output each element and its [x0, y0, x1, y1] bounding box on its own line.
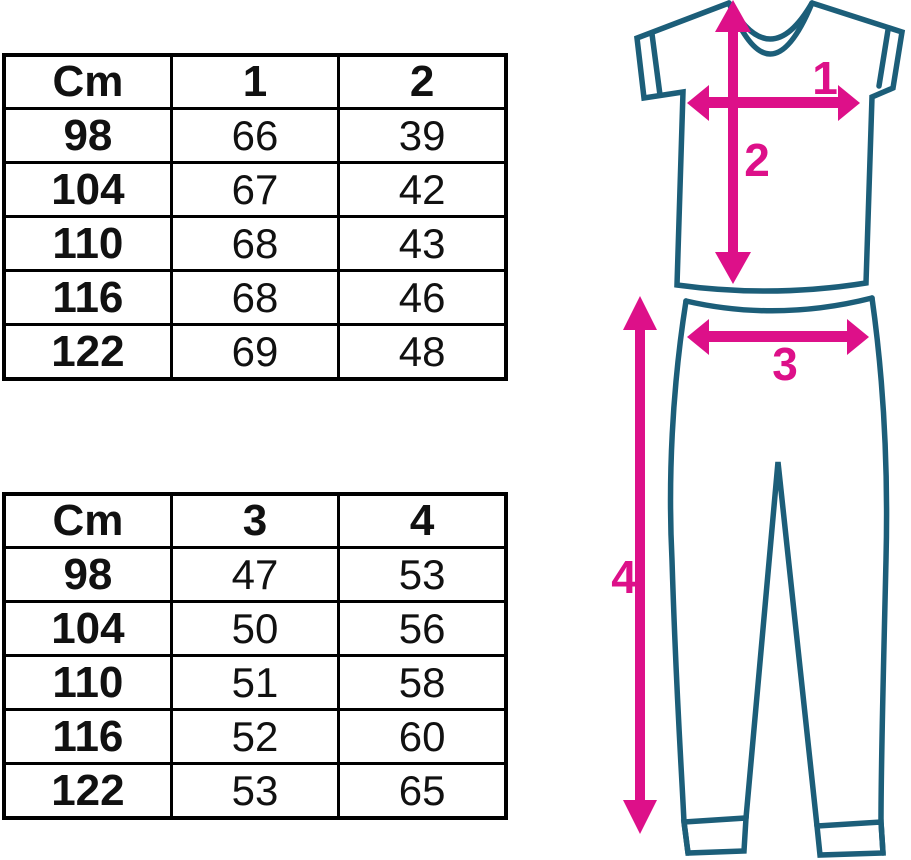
size-cell: 104 — [2, 161, 173, 218]
size-cell: 98 — [2, 107, 173, 164]
value-cell: 39 — [337, 107, 508, 164]
table-header-row: Cm 3 4 — [2, 492, 508, 549]
garment-diagram: 1 2 3 4 — [611, 0, 906, 858]
size-cell: 110 — [2, 654, 173, 711]
shirt-width-label: 1 — [812, 52, 838, 104]
value-cell: 68 — [169, 269, 341, 326]
pants-width-label: 3 — [772, 338, 798, 390]
header-cell-2: 2 — [337, 53, 508, 110]
value-cell: 65 — [337, 762, 508, 820]
table-row: 104 67 42 — [2, 161, 508, 218]
table-header-row: Cm 1 2 — [2, 53, 508, 110]
size-cell: 98 — [2, 546, 173, 603]
table-row: 110 68 43 — [2, 215, 508, 272]
shirt-width-arrow — [687, 85, 860, 121]
table-row: 110 51 58 — [2, 654, 508, 711]
pants-inner-legs — [743, 461, 820, 829]
header-cell-4: 4 — [337, 492, 508, 549]
pants-right-cuff — [813, 819, 886, 858]
shirt-length-label: 2 — [744, 134, 770, 186]
tshirt-right-sleeve-cuff-line — [876, 27, 891, 89]
value-cell: 50 — [169, 600, 341, 657]
value-cell: 56 — [337, 600, 508, 657]
value-cell: 52 — [169, 708, 341, 765]
value-cell: 58 — [337, 654, 508, 711]
size-cell: 104 — [2, 600, 173, 657]
size-cell: 116 — [2, 269, 173, 326]
tshirt-left-sleeve-cuff-line — [649, 31, 663, 98]
table-row: 104 50 56 — [2, 600, 508, 657]
pants-length-label: 4 — [611, 551, 637, 603]
value-cell: 46 — [337, 269, 508, 326]
value-cell: 69 — [169, 323, 341, 381]
value-cell: 68 — [169, 215, 341, 272]
size-cell: 110 — [2, 215, 173, 272]
size-cell: 122 — [2, 323, 173, 381]
value-cell: 42 — [337, 161, 508, 218]
table-row: 116 68 46 — [2, 269, 508, 326]
header-cell-1: 1 — [169, 53, 341, 110]
pants-left-outer-edge — [667, 298, 691, 856]
measure-arrows: 1 2 3 4 — [611, 0, 869, 834]
garment-outlines — [634, 0, 906, 858]
value-cell: 60 — [337, 708, 508, 765]
table-row: 122 53 65 — [2, 762, 508, 820]
pants-width-arrow — [687, 319, 869, 355]
size-cell: 116 — [2, 708, 173, 765]
pants-length-arrow — [623, 296, 657, 834]
value-cell: 51 — [169, 654, 341, 711]
pants-left-cuff — [680, 815, 749, 856]
table-row: 98 47 53 — [2, 546, 508, 603]
pants-right-outer-edge — [869, 295, 890, 856]
shirt-length-arrow — [715, 0, 751, 284]
tshirt-outline — [634, 0, 906, 294]
size-table-shirt: Cm 1 2 98 66 39 104 67 42 110 68 43 116 … — [2, 53, 508, 381]
size-cell: 122 — [2, 762, 173, 820]
value-cell: 67 — [169, 161, 341, 218]
header-cell-cm: Cm — [2, 492, 173, 549]
value-cell: 48 — [337, 323, 508, 381]
table-row: 98 66 39 — [2, 107, 508, 164]
value-cell: 53 — [169, 762, 341, 820]
size-table-pants: Cm 3 4 98 47 53 104 50 56 110 51 58 116 … — [2, 492, 508, 820]
table-row: 122 69 48 — [2, 323, 508, 381]
table-row: 116 52 60 — [2, 708, 508, 765]
pants-waist — [683, 295, 875, 314]
value-cell: 53 — [337, 546, 508, 603]
header-cell-3: 3 — [169, 492, 341, 549]
value-cell: 47 — [169, 546, 341, 603]
value-cell: 66 — [169, 107, 341, 164]
value-cell: 43 — [337, 215, 508, 272]
header-cell-cm: Cm — [2, 53, 173, 110]
